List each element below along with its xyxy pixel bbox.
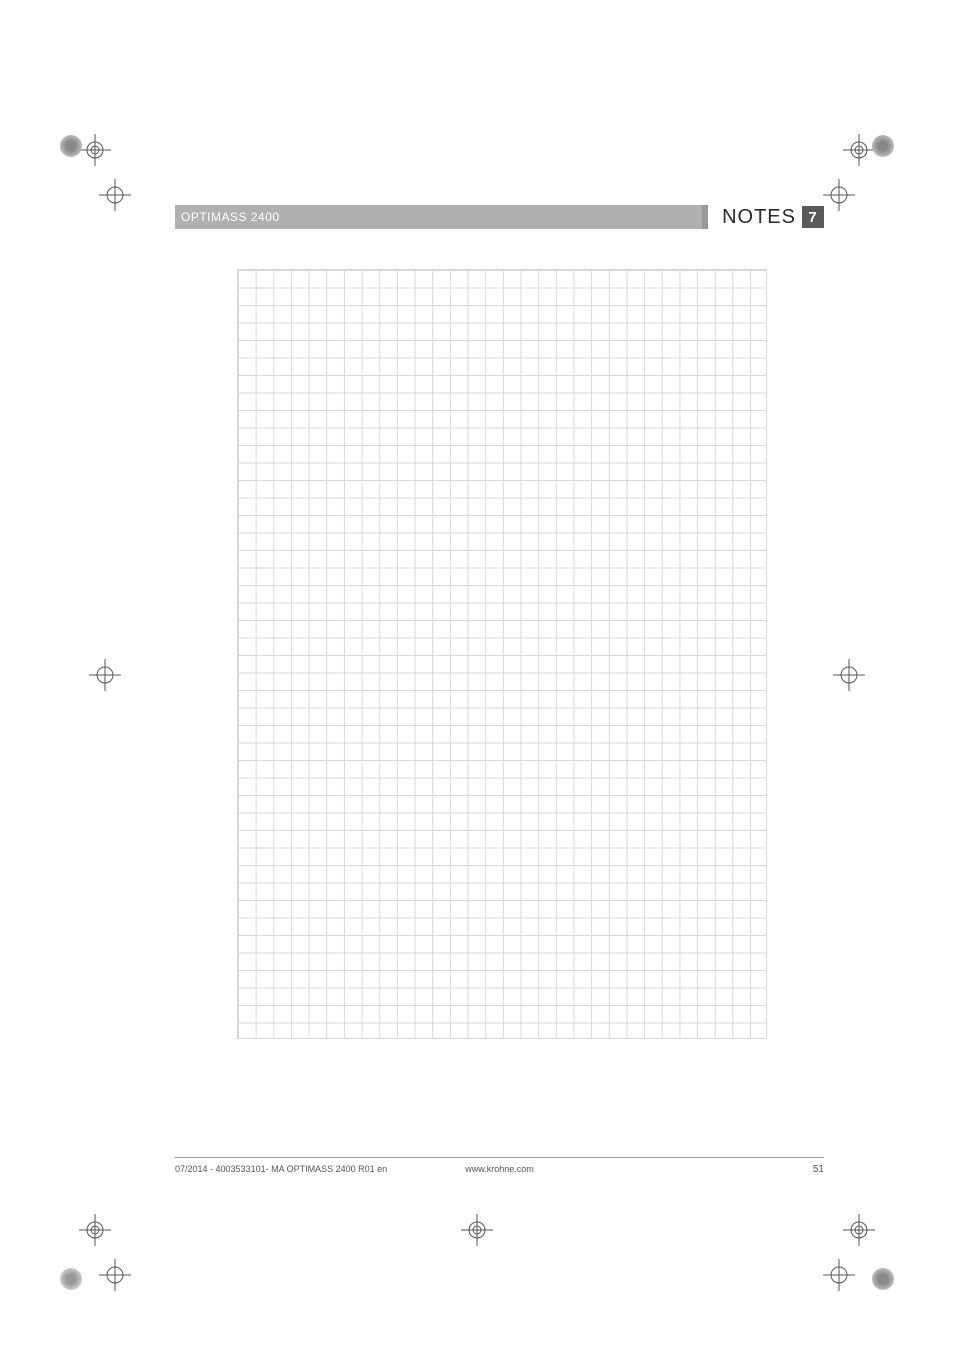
color-patch-icon xyxy=(872,1268,894,1290)
registration-mark-icon xyxy=(75,1210,115,1250)
registration-mark-icon xyxy=(839,1210,879,1250)
page-footer: 07/2014 - 4003533101- MA OPTIMASS 2400 R… xyxy=(175,1157,824,1175)
product-label: OPTIMASS 2400 xyxy=(175,205,290,229)
color-patch-icon xyxy=(60,1268,82,1290)
page-content: OPTIMASS 2400 NOTES 7 07/2014 - 40035331… xyxy=(175,205,824,1175)
notes-grid xyxy=(237,269,767,1039)
color-patch-icon xyxy=(872,135,894,157)
section-number: 7 xyxy=(802,206,824,228)
page-number: 51 xyxy=(813,1164,824,1175)
section-title-block: NOTES 7 xyxy=(716,206,824,229)
registration-mark-icon xyxy=(457,1210,497,1250)
registration-mark-icon xyxy=(819,175,859,215)
registration-mark-icon xyxy=(819,1255,859,1295)
registration-mark-icon xyxy=(95,1255,135,1295)
footer-doc-info: 07/2014 - 4003533101- MA OPTIMASS 2400 R… xyxy=(175,1164,387,1175)
section-title: NOTES xyxy=(722,206,796,229)
color-patch-icon xyxy=(60,135,82,157)
registration-mark-icon xyxy=(95,175,135,215)
registration-mark-icon xyxy=(829,655,869,695)
header-divider xyxy=(290,205,703,229)
header-tick xyxy=(702,205,708,229)
registration-mark-icon xyxy=(85,655,125,695)
page-header: OPTIMASS 2400 NOTES 7 xyxy=(175,205,824,229)
footer-url: www.krohne.com xyxy=(465,1164,534,1174)
